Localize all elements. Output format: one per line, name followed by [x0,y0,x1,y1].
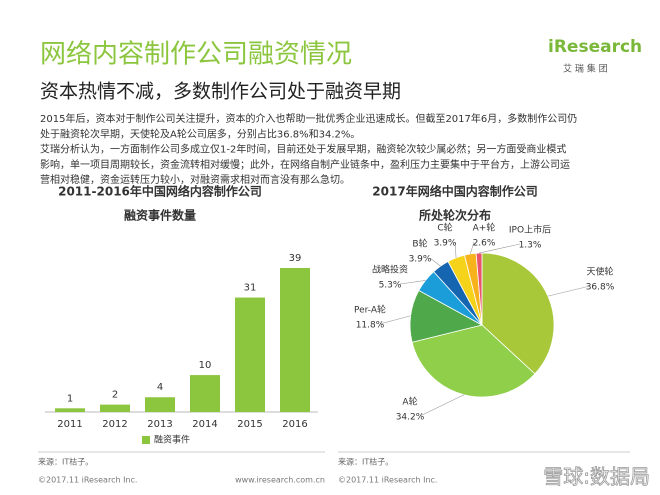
body-line: 2015年后，资本对于制作公司关注提升，资本的介入也帮助一批优秀企业迅速成长。但… [40,112,577,125]
data-label: 10 [199,360,212,371]
leader-line [379,315,411,325]
slice-label: Per-A轮 [354,304,386,316]
x-tick-label: 2013 [147,419,172,430]
legend-swatch [142,436,150,444]
leader-line [547,285,591,297]
bar [280,268,310,412]
leader-line [478,243,521,254]
leader-line [399,280,426,285]
bar [100,404,130,412]
bar [235,297,265,412]
data-label: 1 [67,393,73,404]
body-line: 营相对稳健，资金运转压力较小，对融资需求相对而言没有那么急切。 [40,173,350,186]
chart-subtitle: 所处轮次分布 [419,208,491,223]
source: 来源：IT桔子。 [338,457,393,467]
leader-line [454,241,457,258]
logo-tagline: 艾 瑞 集 团 [563,63,608,75]
chart-title: 2017年网络中国内容制作公司 [372,184,537,199]
website: www.iresearch.com.cn [235,476,325,485]
slice-label: A轮 [402,396,417,408]
slice-label: IPO上市后 [509,224,551,236]
data-label: 4 [157,382,163,393]
copyright: ©2017.11 iResearch Inc. [338,476,437,485]
slice-value: 1.3% [519,241,542,251]
x-tick-label: 2012 [102,419,127,430]
slice-label: 天使轮 [586,266,613,278]
subtitle: 资本热情不减，多数制作公司处于融资早期 [40,81,401,103]
slice-value: 11.8% [356,321,385,331]
watermark: 雪球:数据局 [543,465,650,489]
bar [190,375,220,412]
leader-line [429,257,441,267]
slice-value: 2.6% [473,239,496,249]
x-tick-label: 2011 [57,419,82,430]
bar [145,397,175,412]
leader-line [469,241,475,255]
chart-subtitle: 融资事件数量 [124,208,196,223]
slice-value: 3.9% [434,239,457,249]
body-line: 影响，单一项目周期较长，资金流转相对缓慢；此外，在网络自制产业链条中，盈利压力主… [40,158,570,171]
bar [55,408,85,412]
logo-brand: iResearch [548,37,642,57]
x-tick-label: 2015 [237,419,262,430]
chart-title: 2011-2016年中国网络内容制作公司 [58,184,262,199]
source: 来源：IT桔子。 [38,457,93,467]
slice-value: 3.9% [409,255,432,265]
copyright: ©2017.11 iResearch Inc. [38,476,137,485]
data-label: 31 [244,283,257,294]
x-tick-label: 2014 [192,419,217,430]
x-tick-label: 2016 [282,419,307,430]
body-line: 处于融资轮次早期，天使轮及A轮公司居多，分别占比36.8%和34.2%。 [40,127,360,140]
slice-value: 34.2% [396,413,425,423]
slice-value: 36.8% [586,283,615,293]
slice-label: C轮 [437,222,452,234]
slice-value: 5.3% [379,281,402,291]
legend-label: 融资事件 [154,434,190,446]
leader-line [419,394,465,417]
data-label: 39 [289,253,302,264]
body-line: 艾瑞分析认为，一方面制作公司多成立仅1-2年时间，目前还处于发展早期，融资轮次较… [40,143,566,156]
slice-label: A+轮 [473,222,496,234]
data-label: 2 [112,390,118,401]
slice-label: 战略投资 [372,264,408,276]
slice-label: B轮 [412,238,427,250]
title: 网络内容制作公司融资情况 [40,40,352,70]
